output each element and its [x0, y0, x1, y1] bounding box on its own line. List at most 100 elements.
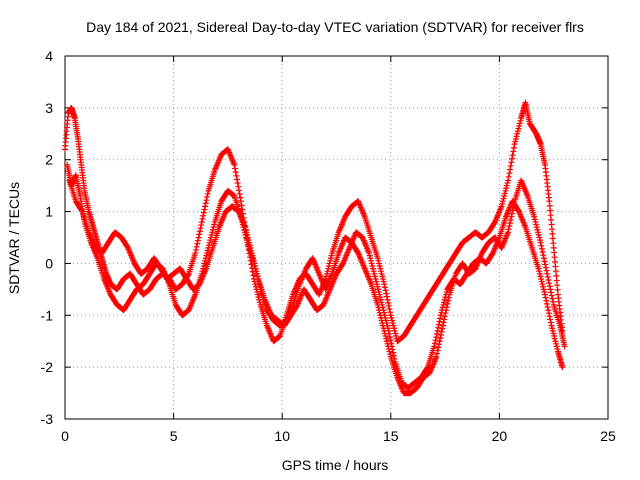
data-point-track-a [386, 306, 393, 313]
data-point-track-a [200, 209, 207, 216]
data-point-track-c [78, 207, 85, 214]
data-point-track-b [437, 331, 444, 338]
data-point-track-c [424, 365, 431, 372]
y-tick-label: 2 [45, 152, 53, 168]
data-point-track-a [509, 152, 516, 159]
data-point-track-c [387, 337, 394, 344]
data-point-track-a [234, 176, 241, 183]
data-point-track-c [547, 316, 554, 323]
y-tick-label: -3 [41, 411, 54, 427]
data-point-track-a [199, 215, 206, 222]
data-point-track-b [438, 328, 445, 335]
data-point-track-a [232, 165, 239, 172]
data-point-track-a [231, 161, 238, 168]
data-point-track-a [507, 166, 514, 173]
data-point-track-c [436, 318, 443, 325]
y-tick-label: -1 [41, 307, 54, 323]
data-point-track-b [433, 353, 440, 360]
y-tick-label: 1 [45, 204, 53, 220]
data-point-track-a [200, 212, 207, 219]
data-point-track-a [381, 281, 388, 288]
y-tick-label: 3 [45, 100, 53, 116]
data-point-track-b [550, 298, 557, 305]
data-point-track-b [507, 219, 514, 226]
data-point-track-b [445, 297, 452, 304]
data-point-track-a [510, 144, 517, 151]
data-point-track-a [198, 218, 205, 225]
data-point-track-c [435, 321, 442, 328]
data-point-track-a [382, 287, 389, 294]
data-point-track-a [383, 290, 390, 297]
data-point-track-b [539, 249, 546, 256]
data-point-track-c [385, 327, 392, 334]
data-point-track-c [434, 327, 441, 334]
data-point-track-b [441, 316, 448, 323]
y-tick-labels: -3 -2 -1 0 1 2 3 4 [41, 48, 54, 427]
x-tick-labels: 0 5 10 15 20 25 [61, 428, 616, 444]
data-point-track-b [544, 270, 551, 277]
data-point-track-a [198, 222, 205, 229]
data-point-track-b [543, 267, 550, 274]
y-tick-label: 4 [45, 48, 53, 64]
data-point-track-b [538, 245, 545, 252]
data-point-track-b [507, 216, 514, 223]
data-point-track-c [386, 334, 393, 341]
data-point-track-c [431, 343, 438, 350]
data-point-track-c [431, 340, 438, 347]
data-point-track-a [250, 272, 257, 279]
data-point-track-c [544, 303, 551, 310]
data-point-track-b [541, 258, 548, 265]
data-point-track-b [545, 277, 552, 284]
data-point-track-b [548, 292, 555, 299]
data-point-track-b [505, 229, 512, 236]
data-point-track-a [232, 169, 239, 176]
data-point-track-b [440, 319, 447, 326]
data-point-track-a [195, 234, 202, 241]
data-point-track-a [239, 206, 246, 213]
data-point-track-b [542, 261, 549, 268]
data-point-track-c [388, 343, 395, 350]
data-point-track-c [433, 334, 440, 341]
data-point-track-a [235, 183, 242, 190]
data-point-track-a [507, 162, 514, 169]
data-point-track-a [385, 302, 392, 309]
x-tick-label: 10 [274, 428, 290, 444]
x-tick-label: 15 [383, 428, 399, 444]
data-point-track-b [561, 343, 568, 350]
axis-ticks [64, 55, 609, 420]
data-point-track-b [439, 325, 446, 332]
plot-frame [64, 55, 609, 420]
data-point-track-b [439, 322, 446, 329]
data-point-track-c [432, 337, 439, 344]
data-point-track-c [546, 313, 553, 320]
data-point-track-a [202, 203, 209, 210]
data-point-track-c [390, 349, 397, 356]
data-point-track-b [544, 273, 551, 280]
data-point-track-c [545, 310, 552, 317]
x-tick-label: 5 [170, 428, 178, 444]
data-point-track-b [435, 344, 442, 351]
data-point-track-a [383, 293, 390, 300]
data-point-track-a [235, 187, 242, 194]
data-point-track-a [510, 148, 517, 155]
data-point-track-b [542, 264, 549, 271]
data-point-track-a [384, 296, 391, 303]
data-point-track-a [234, 180, 241, 187]
data-point-track-b [546, 283, 553, 290]
data-point-track-c [391, 355, 398, 362]
y-tick-label: -2 [41, 359, 54, 375]
data-point-track-c [388, 340, 395, 347]
data-point-track-b [549, 295, 556, 302]
data-point-track-c [542, 291, 549, 298]
data-point-track-a [505, 173, 512, 180]
data-point-track-b [538, 242, 545, 249]
data-point-track-b [540, 252, 547, 259]
data-point-track-a [237, 194, 244, 201]
chart-title: Day 184 of 2021, Sidereal Day-to-day VTE… [86, 19, 584, 35]
data-point-track-a [248, 261, 255, 268]
data-point-track-a [197, 225, 204, 232]
data-point-track-a [506, 170, 513, 177]
data-point-track-a [204, 194, 211, 201]
data-point-track-a [385, 299, 392, 306]
data-point-track-c [547, 319, 554, 326]
